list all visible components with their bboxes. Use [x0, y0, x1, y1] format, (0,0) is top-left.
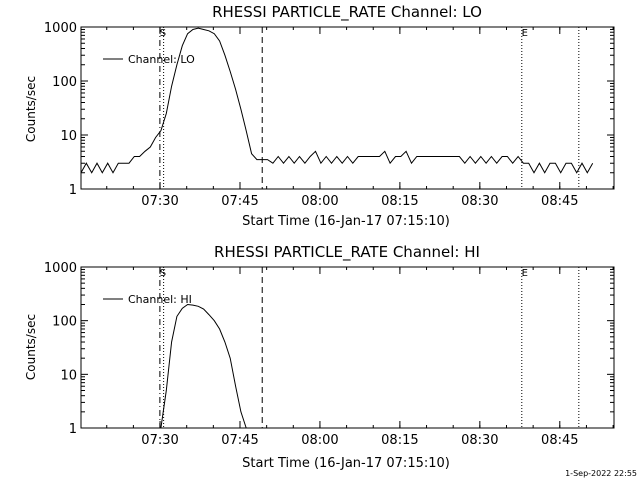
y-tick-label: 100 — [52, 315, 77, 330]
x-tick-label: 08:00 — [301, 433, 338, 448]
chart-title: RHESSI PARTICLE_RATE Channel: HI — [214, 243, 480, 262]
x-tick-label: 08:30 — [461, 194, 498, 209]
marker-label-start: S — [160, 268, 166, 279]
y-tick-label: 1 — [69, 422, 77, 437]
plot-frame — [80, 266, 615, 429]
chart-title: RHESSI PARTICLE_RATE Channel: LO — [212, 3, 482, 22]
x-tick-label: 07:45 — [221, 194, 258, 209]
x-tick-label: 08:15 — [381, 194, 418, 209]
plot-frame — [80, 26, 615, 190]
x-tick-label: 08:45 — [541, 194, 578, 209]
marker-label-end: E — [522, 268, 528, 279]
y-tick-label: 1000 — [44, 21, 77, 36]
x-tick-label: 08:00 — [301, 194, 338, 209]
y-axis-label: Counts/sec — [24, 76, 38, 142]
marker-label-start: S — [160, 28, 166, 39]
y-tick-label: 1 — [69, 183, 77, 198]
plot-panel-lo: RHESSI PARTICLE_RATE Channel: LO Counts/… — [24, 3, 615, 229]
y-axis-label: Counts/sec — [24, 314, 38, 380]
series-line — [160, 303, 247, 429]
x-tick-label: 07:30 — [141, 433, 178, 448]
series-line — [80, 27, 594, 174]
legend-label: Channel: HI — [128, 293, 192, 306]
y-tick-label: 1000 — [44, 261, 77, 276]
x-tick-label: 08:15 — [381, 433, 418, 448]
marker-label-end: E — [522, 28, 528, 39]
legend-label: Channel: LO — [128, 53, 195, 66]
x-tick-label: 07:45 — [221, 433, 258, 448]
y-tick-label: 10 — [60, 368, 77, 383]
x-tick-label: 08:45 — [541, 433, 578, 448]
x-tick-label: 08:30 — [461, 433, 498, 448]
x-axis-label: Start Time (16-Jan-17 07:15:10) — [242, 456, 450, 471]
x-axis-label: Start Time (16-Jan-17 07:15:10) — [242, 214, 450, 229]
y-tick-label: 100 — [52, 75, 77, 90]
plot-panel-hi: RHESSI PARTICLE_RATE Channel: HI Counts/… — [24, 243, 615, 471]
y-tick-label: 10 — [60, 129, 77, 144]
x-tick-label: 07:30 — [141, 194, 178, 209]
footer-timestamp: 1-Sep-2022 22:55 — [565, 469, 637, 478]
